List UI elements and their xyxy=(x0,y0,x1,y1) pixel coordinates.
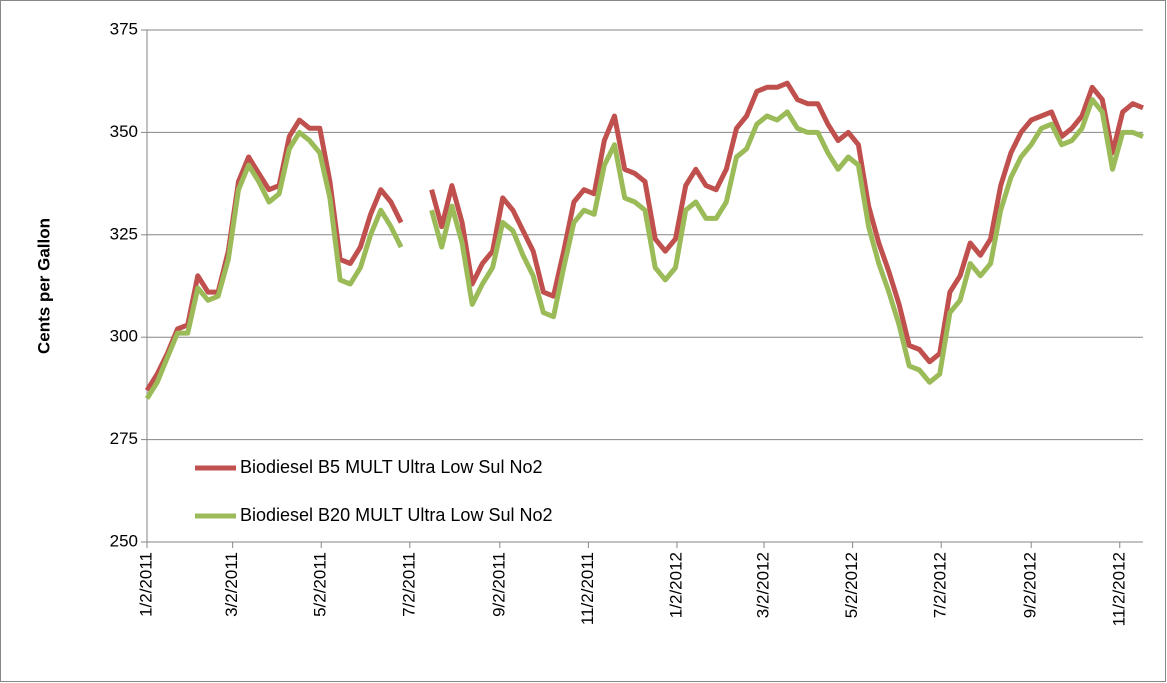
data-line xyxy=(144,97,1144,400)
y-tick-label: 250 xyxy=(110,531,138,550)
y-tick-label: 275 xyxy=(110,429,138,448)
y-axis-title: Cents per Gallon xyxy=(34,218,53,354)
x-tick-label: 9/2/2011 xyxy=(489,552,508,617)
x-tick-label: 7/2/2011 xyxy=(399,552,418,617)
legend-label: Biodiesel B20 MULT Ultra Low Sul No2 xyxy=(240,505,552,525)
x-tick-label: 3/2/2012 xyxy=(754,552,773,618)
y-tick-label: 300 xyxy=(110,327,138,346)
y-tick-label: 325 xyxy=(110,224,138,243)
x-tick-label: 7/2/2012 xyxy=(931,552,950,618)
x-tick-label: 5/2/2012 xyxy=(842,552,861,618)
y-tick-label: 350 xyxy=(110,122,138,141)
x-tick-label: 11/2/2012 xyxy=(1109,552,1128,626)
x-tick-label: 1/2/2012 xyxy=(666,552,685,618)
y-tick-label: 375 xyxy=(110,19,138,38)
x-tick-label: 3/2/2011 xyxy=(222,552,241,617)
legend-label: Biodiesel B5 MULT Ultra Low Sul No2 xyxy=(240,457,542,477)
x-tick-label: 11/2/2011 xyxy=(578,552,597,625)
x-tick-label: 5/2/2011 xyxy=(311,552,330,617)
x-tick-label: 1/2/2011 xyxy=(136,552,155,617)
x-tick-label: 9/2/2012 xyxy=(1021,552,1040,618)
